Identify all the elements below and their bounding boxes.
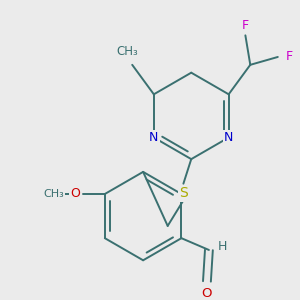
Text: O: O <box>202 287 212 300</box>
Text: CH₃: CH₃ <box>116 45 138 58</box>
Text: N: N <box>149 131 158 144</box>
Text: N: N <box>224 131 233 144</box>
Text: CH₃: CH₃ <box>43 189 64 199</box>
Text: F: F <box>242 19 249 32</box>
Text: O: O <box>70 188 80 200</box>
Text: F: F <box>286 50 293 64</box>
Text: S: S <box>179 187 188 200</box>
Text: H: H <box>218 239 227 253</box>
